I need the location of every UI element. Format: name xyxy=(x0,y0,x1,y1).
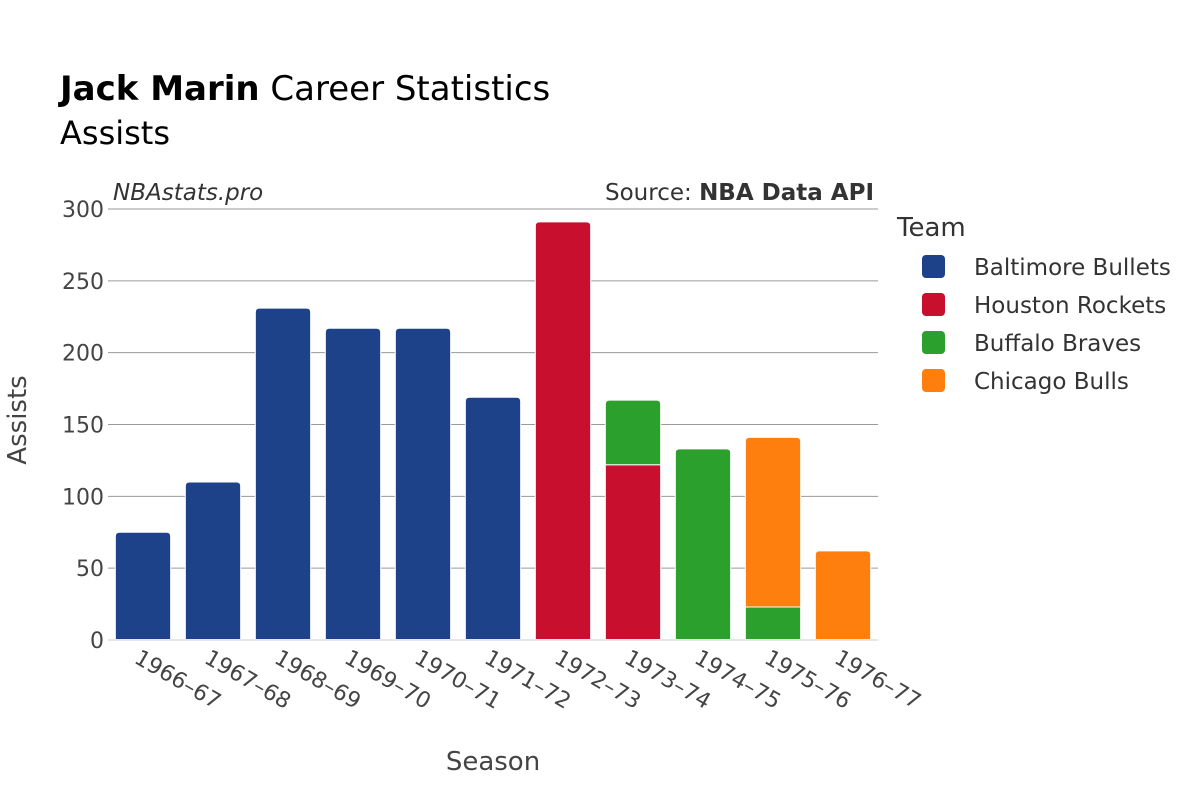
y-tick-label: 50 xyxy=(76,557,104,582)
y-tick-label: 150 xyxy=(62,414,104,439)
legend-swatch-baltimore-bullets xyxy=(922,255,945,278)
bar-1975–76-chicago-bulls xyxy=(744,436,802,608)
legend-label: Baltimore Bullets xyxy=(974,255,1171,281)
source-credit: Source: NBA Data API xyxy=(605,180,874,206)
bar-1968–69-baltimore-bullets xyxy=(254,307,312,641)
bar-1976–77-chicago-bulls xyxy=(814,550,872,641)
y-axis-title: Assists xyxy=(3,375,33,464)
legend-swatch-buffalo-braves xyxy=(922,331,945,354)
legend: Team Baltimore Bullets Houston Rockets Buf… xyxy=(896,213,1171,395)
watermark: NBAstats.pro xyxy=(113,180,263,206)
y-tick-labels: 0 50 100 150 200 250 300 xyxy=(62,198,104,654)
legend-swatch-houston-rockets xyxy=(922,293,945,316)
bar-1970–71-baltimore-bullets xyxy=(394,327,452,641)
title-rest: Career Statistics xyxy=(270,69,550,109)
legend-swatch-chicago-bulls xyxy=(922,369,945,392)
legend-label: Houston Rockets xyxy=(974,293,1166,319)
y-tick-label: 100 xyxy=(62,485,104,510)
bar-1975–76-buffalo-braves xyxy=(744,606,802,641)
x-tick-labels: 1966–671967–681968–691969–701970–711971–… xyxy=(130,646,925,715)
y-tick-label: 250 xyxy=(62,270,104,295)
player-name: Jack Marin xyxy=(58,69,260,109)
bar-1973–74-buffalo-braves xyxy=(604,399,662,466)
chart-subtitle: Assists xyxy=(60,114,170,152)
x-axis-title: Season xyxy=(446,747,540,777)
chart-title: Jack Marin Career Statistics xyxy=(58,69,550,109)
y-tick-label: 300 xyxy=(62,198,104,223)
y-tick-label: 200 xyxy=(62,342,104,367)
bar-1972–73-houston-rockets xyxy=(534,221,592,641)
legend-label: Buffalo Braves xyxy=(974,331,1141,357)
bar-1974–75-buffalo-braves xyxy=(674,448,732,641)
source-label: Source: xyxy=(605,180,692,206)
legend-label: Chicago Bulls xyxy=(974,369,1129,395)
y-tick-label: 0 xyxy=(90,629,104,654)
bar-1966–67-baltimore-bullets xyxy=(114,531,172,641)
legend-title: Team xyxy=(896,213,966,243)
bars xyxy=(114,221,872,641)
bar-1969–70-baltimore-bullets xyxy=(324,327,382,641)
bar-1967–68-baltimore-bullets xyxy=(184,481,242,641)
bar-1971–72-baltimore-bullets xyxy=(464,396,522,641)
bar-1973–74-houston-rockets xyxy=(604,464,662,641)
source-name: NBA Data API xyxy=(699,180,874,206)
